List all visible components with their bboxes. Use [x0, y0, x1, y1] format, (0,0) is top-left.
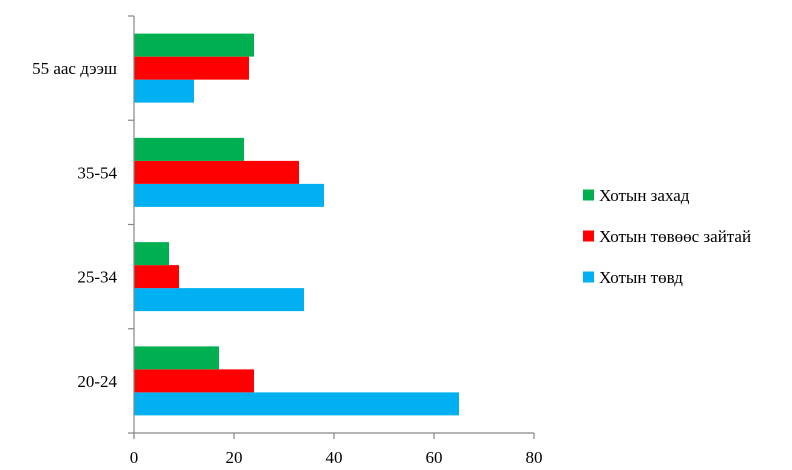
bar-3-1	[134, 346, 219, 370]
y-tick-label: 55 аас дээш	[32, 59, 117, 78]
bar-1-2	[134, 288, 304, 312]
legend-label: Хотын төвд	[599, 268, 683, 287]
x-tick-label: 20	[226, 448, 243, 467]
x-tick-label: 60	[426, 448, 443, 467]
bar-1-1	[134, 392, 459, 416]
y-tick-label: 25-34	[77, 268, 117, 287]
y-tick-label: 35-54	[77, 163, 117, 182]
bar-1-4	[134, 79, 194, 103]
x-tick-label: 0	[130, 448, 139, 467]
x-tick-label: 40	[326, 448, 343, 467]
bar-2-3	[134, 160, 299, 184]
legend-swatch	[583, 271, 594, 283]
x-tick-label: 80	[526, 448, 543, 467]
legend-label: Хотын төвөөс зайтай	[599, 227, 751, 246]
y-tick-label: 20-24	[77, 372, 117, 391]
bar-2-4	[134, 56, 249, 80]
bar-3-2	[134, 242, 169, 266]
bar-2-1	[134, 369, 254, 393]
legend-swatch	[583, 230, 594, 242]
bar-3-3	[134, 137, 244, 161]
legend-label: Хотын захад	[599, 186, 690, 205]
bar-1-3	[134, 183, 324, 207]
legend: Хотын захад Хотын төвөөс зайтай Хотын төвд	[583, 186, 751, 287]
legend-swatch	[583, 189, 594, 201]
labels-layer: 20-24 25-34 35-54 55 аас дээш 0 20 40 60 80	[32, 59, 542, 467]
bars-layer	[134, 33, 459, 416]
bar-2-2	[134, 265, 179, 289]
bar-3-4	[134, 33, 254, 57]
ticks-layer	[128, 15, 535, 439]
